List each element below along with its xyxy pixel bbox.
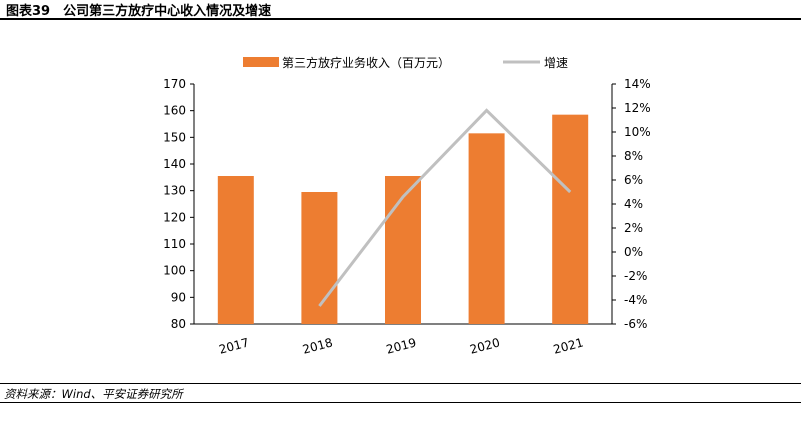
- left-tick-label: 110: [163, 237, 186, 251]
- figure-title: 图表39 公司第三方放疗中心收入情况及增速: [6, 4, 272, 19]
- right-tick-label: -6%: [624, 317, 647, 331]
- source-divider: [0, 383, 801, 384]
- bar-series: [217, 114, 589, 325]
- right-tick-label: 6%: [624, 173, 643, 187]
- right-tick-label: 12%: [624, 101, 651, 115]
- x-tick-label: 2020: [468, 335, 501, 356]
- chart-axes: 80 90 100 110 120 130 140 150 160 170 -6% -4% -2% 0% 2…: [163, 77, 651, 357]
- legend-label-bar: 第三方放疗业务收入（百万元）: [282, 55, 450, 70]
- title-divider: [0, 18, 801, 20]
- x-tick-label: 2021: [552, 335, 585, 356]
- x-tick-label: 2017: [217, 335, 250, 356]
- right-tick-label: 0%: [624, 245, 643, 259]
- x-tick-label: 2019: [385, 335, 418, 356]
- bar: [552, 114, 589, 325]
- left-tick-label: 170: [163, 77, 186, 91]
- right-tick-label: 10%: [624, 125, 651, 139]
- legend-label-line: 增速: [544, 56, 568, 70]
- left-tick-label: 140: [163, 157, 186, 171]
- bar: [468, 133, 505, 324]
- right-tick-label: -4%: [624, 293, 647, 307]
- chart-legend: 第三方放疗业务收入（百万元） 增速: [243, 55, 568, 70]
- left-tick-label: 80: [171, 317, 186, 331]
- source-note: 资料来源：Wind、平安证券研究所: [4, 387, 183, 401]
- right-tick-label: 2%: [624, 221, 643, 235]
- line-series: [318, 108, 572, 307]
- left-tick-label: 100: [163, 264, 186, 278]
- left-tick-label: 120: [163, 210, 186, 224]
- x-tick-label: 2018: [301, 335, 334, 356]
- bar: [301, 192, 338, 324]
- left-tick-label: 90: [171, 290, 186, 304]
- left-tick-label: 130: [163, 184, 186, 198]
- left-tick-label: 160: [163, 104, 186, 118]
- right-tick-label: 8%: [624, 149, 643, 163]
- chart: 80 90 100 110 120 130 140 150 160 170 -6% -4% -2% 0% 2…: [163, 55, 651, 357]
- bottom-divider: [0, 402, 801, 403]
- right-tick-label: 4%: [624, 197, 643, 211]
- bar: [217, 176, 254, 324]
- bar: [385, 176, 421, 324]
- right-tick-label: 14%: [624, 77, 651, 91]
- left-tick-label: 150: [163, 130, 186, 144]
- growth-line: [318, 108, 572, 307]
- right-tick-label: -2%: [624, 269, 647, 283]
- legend-swatch-bar: [243, 57, 279, 67]
